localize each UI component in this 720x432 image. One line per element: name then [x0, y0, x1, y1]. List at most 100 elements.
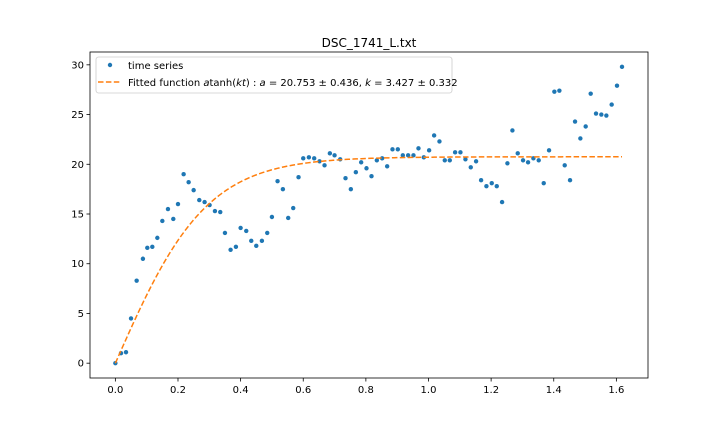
data-point	[525, 160, 531, 165]
data-point	[426, 148, 432, 153]
legend-label-run: =	[266, 78, 281, 89]
data-point	[259, 238, 265, 244]
legend-box	[95, 56, 453, 94]
legend-label-run: =	[371, 78, 386, 89]
x-tick-label: 0.8	[358, 385, 374, 396]
legend-label-run: Fitted function	[128, 78, 203, 89]
legend-label-run: ) :	[246, 78, 260, 89]
legend-label-fitted: Fitted function atanh(kt) : a = 20.753 ±…	[128, 78, 458, 89]
data-point	[327, 151, 333, 156]
data-point	[353, 170, 359, 175]
y-tick-label: 25	[71, 110, 84, 121]
data-point	[494, 183, 499, 189]
data-point	[484, 183, 489, 189]
data-point	[275, 178, 280, 184]
data-point	[619, 64, 625, 70]
data-point	[405, 153, 411, 158]
data-point	[312, 156, 317, 161]
data-point	[431, 133, 437, 138]
y-tick-label: 30	[71, 60, 84, 71]
data-point	[265, 230, 270, 236]
data-point	[567, 177, 573, 183]
data-point	[452, 150, 458, 155]
data-point	[134, 278, 139, 283]
axes-layer: 0.0 0.2 0.4 0.6 0.8 1.0 1.2 1.4 1.6 0 5 10 15 20 25 30	[71, 51, 649, 396]
legend-label-run: 20.753 ± 0.436	[280, 78, 358, 89]
data-point	[557, 88, 562, 93]
legend-label-run: t	[242, 78, 247, 89]
data-point	[140, 256, 146, 261]
data-point	[222, 230, 228, 236]
data-point	[400, 153, 406, 158]
data-point	[541, 180, 546, 186]
fitted-curve	[114, 156, 623, 364]
x-tick-label: 1.4	[546, 385, 562, 396]
data-point	[515, 151, 520, 156]
data-point	[291, 205, 296, 211]
data-point	[175, 201, 181, 207]
data-point	[348, 186, 354, 192]
x-tick-label: 0.0	[107, 385, 123, 396]
data-point	[609, 102, 614, 107]
legend-label-run: k	[365, 78, 372, 89]
data-point	[286, 215, 291, 221]
legend-marker-time-series	[107, 62, 113, 68]
data-point	[343, 176, 348, 181]
data-point	[546, 148, 552, 153]
data-point	[614, 83, 620, 88]
data-point	[593, 111, 599, 116]
data-point	[280, 186, 286, 192]
data-point	[296, 175, 301, 180]
data-point	[588, 91, 593, 96]
data-point	[390, 147, 395, 152]
data-point	[572, 119, 578, 124]
data-point	[218, 209, 223, 215]
data-point	[155, 235, 160, 241]
x-tick-label: 0.2	[170, 385, 186, 396]
data-point	[128, 316, 134, 321]
data-point	[212, 208, 218, 214]
y-tick-label: 20	[71, 160, 84, 171]
data-point	[191, 187, 196, 193]
x-tick-label: 1.6	[608, 385, 624, 396]
legend-label-time-series: time series	[128, 61, 183, 72]
data-point	[578, 136, 583, 141]
data-point	[160, 218, 165, 224]
data-point	[244, 228, 249, 234]
data-point	[604, 113, 609, 118]
legend: time series Fitted function atanh(kt) : a…	[95, 56, 458, 94]
x-tick-label: 1.0	[421, 385, 437, 396]
legend-label-run: ,	[359, 78, 365, 89]
data-point	[437, 139, 442, 144]
x-tick-label: 1.2	[483, 385, 499, 396]
axes-frame	[89, 51, 649, 379]
data-point	[583, 124, 588, 129]
data-point	[379, 156, 385, 161]
y-tick-label: 5	[78, 309, 84, 320]
data-point	[599, 112, 604, 117]
x-tick-label: 0.4	[233, 385, 249, 396]
data-point	[520, 158, 526, 163]
data-point	[186, 179, 191, 185]
data-point	[562, 163, 567, 168]
data-point	[374, 158, 380, 163]
legend-label-run: k	[236, 78, 243, 89]
data-point	[489, 180, 494, 186]
data-point	[505, 161, 510, 166]
data-point	[473, 159, 479, 164]
data-point	[306, 155, 312, 160]
data-point	[269, 214, 275, 220]
data-point	[510, 128, 515, 133]
data-point	[123, 350, 129, 355]
legend-label-run: tanh(	[210, 78, 237, 89]
y-tick-label: 15	[71, 210, 84, 221]
data-point	[536, 158, 541, 163]
data-point	[478, 177, 484, 183]
legend-label-run: 3.427 ± 0.332	[386, 78, 458, 89]
data-point	[552, 89, 557, 94]
data-point	[416, 146, 421, 151]
data-point	[499, 199, 505, 205]
data-point	[254, 243, 259, 249]
data-point	[358, 160, 364, 165]
